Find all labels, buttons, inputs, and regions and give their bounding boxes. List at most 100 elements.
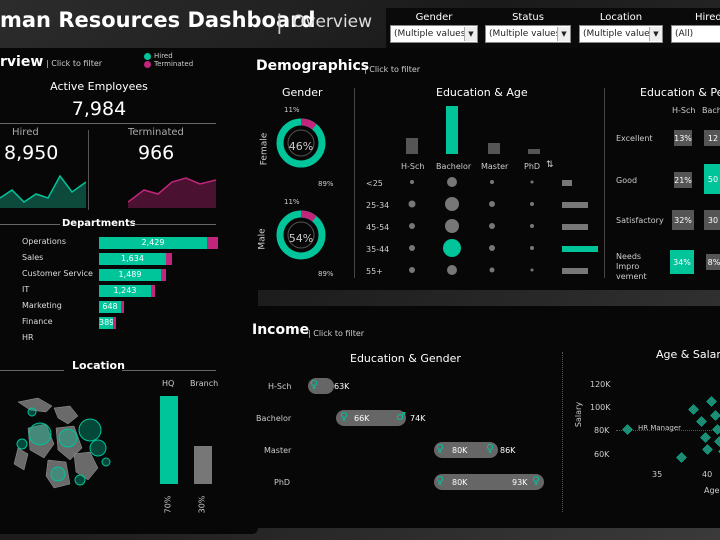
age-group-35-44: 35-44 <box>366 245 390 254</box>
male-icon: ♀ <box>486 442 495 455</box>
active-divider <box>0 123 216 124</box>
department-bar[interactable]: 1,634 <box>99 253 166 265</box>
department-bar[interactable]: 1,243 <box>99 285 151 297</box>
hired-trend-chart <box>0 174 86 208</box>
department-terminated-bar[interactable] <box>207 237 218 249</box>
gridline-80k <box>616 430 720 431</box>
income-row-master-label: Master <box>264 446 292 455</box>
chevron-down-icon[interactable]: ▼ <box>649 27 662 41</box>
terminated-trend-chart <box>128 177 216 208</box>
filter-hired[interactable]: Hired (All) <box>671 12 720 43</box>
heat-needs-bach[interactable]: 8% <box>706 254 720 270</box>
department-bar[interactable]: 1,489 <box>99 269 161 281</box>
overview-card: rview | Click to filter Hired Terminated… <box>0 48 258 534</box>
chevron-down-icon[interactable]: ▼ <box>557 27 570 41</box>
filter-status[interactable]: Status (Multiple values) ▼ <box>485 12 571 43</box>
male-donut[interactable] <box>274 208 328 262</box>
edu-age-bar-hsch[interactable] <box>406 138 418 154</box>
female-center-pct: 46% <box>288 140 314 153</box>
heat-satisfactory-hsch[interactable]: 32% <box>672 210 694 230</box>
income-range-hsch[interactable] <box>308 378 334 394</box>
department-bar[interactable]: 389 <box>99 317 115 329</box>
heat-satisfactory-bach[interactable]: 30 <box>704 210 720 230</box>
filter-gender-value: (Multiple values) <box>394 29 464 39</box>
department-terminated-bar[interactable] <box>151 285 155 297</box>
income-range-bachelor[interactable] <box>336 410 406 426</box>
filter-gender[interactable]: Gender (Multiple values) ▼ <box>390 12 478 43</box>
income-divider <box>562 352 564 512</box>
heat-needs-hsch[interactable]: 34% <box>670 250 694 274</box>
page-subtitle: Overview <box>292 12 373 32</box>
filter-location-select[interactable]: (Multiple values) ▼ <box>579 25 663 43</box>
department-terminated-bar[interactable] <box>161 269 166 281</box>
filter-status-select[interactable]: (Multiple values) ▼ <box>485 25 571 43</box>
income-phd-female: 80K <box>452 478 468 487</box>
edu-age-bar-master[interactable] <box>488 143 500 154</box>
heat-good-bach[interactable]: 50 <box>704 164 720 194</box>
hired-label: Hired <box>12 127 39 138</box>
hq-bar[interactable] <box>160 396 178 484</box>
heat-excellent-hsch[interactable]: 13% <box>674 130 692 146</box>
filter-status-value: (Multiple values) <box>489 29 557 39</box>
income-row-bachelor-label: Bachelor <box>256 414 292 423</box>
male-top-pct: 11% <box>284 198 300 206</box>
income-row-hsch-label: H-Sch <box>268 382 292 391</box>
hq-label: HQ <box>162 379 175 388</box>
income-range-phd[interactable] <box>434 474 544 490</box>
male-axis-label: Male <box>257 228 268 250</box>
perf-col-bach: Bach <box>702 106 720 115</box>
department-terminated-bar[interactable] <box>113 317 116 329</box>
hq-percent: 70% <box>163 495 173 514</box>
perf-row-needs-improvement: Needs Impro vement <box>616 252 647 281</box>
branch-percent: 30% <box>197 495 207 514</box>
departments-title: Departments <box>62 218 136 229</box>
age-group-45-54: 45-54 <box>366 223 390 232</box>
perf-row-excellent: Excellent <box>616 134 653 143</box>
filter-location[interactable]: Location (Multiple values) ▼ <box>579 12 663 43</box>
income-master-male: 86K <box>500 446 516 455</box>
department-terminated-bar[interactable] <box>166 253 172 265</box>
donut-pink-arc[interactable] <box>276 210 326 260</box>
female-icon: ♀ <box>436 474 445 487</box>
income-click-hint: | Click to filter <box>308 329 365 338</box>
income-row-phd-label: PhD <box>274 478 291 487</box>
edu-age-bar-phd[interactable] <box>528 149 540 154</box>
male-bottom-pct: 89% <box>318 270 334 278</box>
demographics-card: Demographics | Click to filter Gender Fe… <box>244 48 720 290</box>
filter-hired-select[interactable]: (All) <box>671 25 720 43</box>
income-title: Income <box>252 322 310 338</box>
overview-legend: Hired Terminated <box>144 52 193 68</box>
edu-gender-title: Education & Gender <box>350 352 461 365</box>
filter-gender-select[interactable]: (Multiple values) ▼ <box>390 25 478 43</box>
edu-age-bubble-grid[interactable] <box>394 172 604 278</box>
branch-bar[interactable] <box>194 446 212 484</box>
income-range-master[interactable] <box>434 442 498 458</box>
department-bar[interactable]: 2,429 <box>99 237 207 249</box>
department-label: Finance <box>22 317 53 326</box>
departments-divider-right <box>134 224 216 225</box>
y-tick-80k: 80K <box>594 426 610 435</box>
female-top-pct: 11% <box>284 106 300 114</box>
legend-hired-dot <box>144 52 151 60</box>
edu-age-bar-bachelor[interactable] <box>446 106 458 154</box>
female-icon: ♀ <box>310 378 319 391</box>
edu-level-hsch: H-Sch <box>401 162 425 171</box>
y-tick-60k: 60K <box>594 450 610 459</box>
income-bachelor-female: 66K <box>354 414 370 423</box>
heat-excellent-bach[interactable]: 12 <box>704 130 720 146</box>
donut-inner-ring <box>287 221 315 249</box>
female-icon: ♀ <box>436 442 445 455</box>
department-bar[interactable]: 648 <box>99 301 121 313</box>
department-terminated-bar[interactable] <box>121 301 124 313</box>
edu-level-master: Master <box>481 162 509 171</box>
donut-pink-arc[interactable] <box>276 118 326 168</box>
male-center-pct: 54% <box>288 232 314 245</box>
demographics-click-hint: | Click to filter <box>364 65 421 74</box>
heat-good-hsch[interactable]: 21% <box>674 172 692 188</box>
chevron-down-icon[interactable]: ▼ <box>464 27 477 41</box>
location-divider-left <box>0 370 64 371</box>
legend-hired-label: Hired <box>154 52 173 60</box>
filter-hired-value: (All) <box>675 29 694 39</box>
female-donut[interactable] <box>274 116 328 170</box>
sort-icon[interactable]: ⇅ <box>546 160 554 170</box>
